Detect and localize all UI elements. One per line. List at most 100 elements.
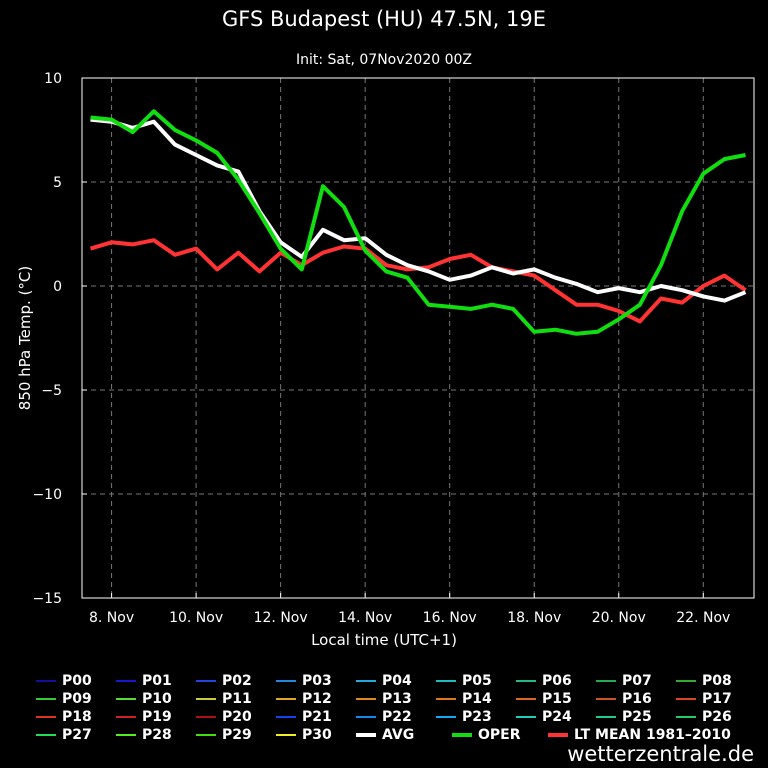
x-tick-label: 18. Nov [507,610,561,626]
x-tick-label: 10. Nov [169,610,223,626]
legend-item: OPER [452,727,548,743]
chart-title: GFS Budapest (HU) 47.5N, 19E [222,7,546,31]
legend-item: P13 [356,691,436,707]
legend-row: P18 P19 P20 P21 P22 P23 P24 P25 P26 [36,708,756,726]
legend-label: P13 [382,691,412,707]
legend-label: AVG [382,727,415,743]
legend-swatch [596,698,616,700]
x-tick-label: 14. Nov [338,610,392,626]
legend-item: P26 [676,709,756,725]
legend-item: P00 [36,673,116,689]
legend-swatch [116,734,136,736]
y-tick-label: −10 [32,487,62,503]
legend-swatch [516,698,536,700]
legend-item: P18 [36,709,116,725]
legend-label: P23 [462,709,492,725]
x-tick-label: 12. Nov [254,610,308,626]
legend-label: P12 [302,691,332,707]
legend-label: P26 [702,709,732,725]
legend-row: P27 P28 P29 P30 AVG OPER LT MEAN 1981–2010 [36,726,756,744]
legend-label: P20 [222,709,252,725]
legend-label: P03 [302,673,332,689]
legend-swatch [436,716,456,718]
legend-row: P09 P10 P11 P12 P13 P14 P15 P16 P17 [36,690,756,708]
legend-item: P21 [276,709,356,725]
legend-item: P23 [436,709,516,725]
legend-swatch [452,733,472,737]
y-tick-label: 0 [53,279,62,295]
legend-swatch [356,680,376,682]
legend-item: P16 [596,691,676,707]
series-line-lt-mean-1981-2010 [89,238,747,324]
legend-item: P02 [196,673,276,689]
legend-swatch [356,698,376,700]
legend-item: P24 [516,709,596,725]
legend-label: OPER [478,727,521,743]
legend-swatch [116,716,136,718]
legend-swatch [356,716,376,718]
legend-label: P15 [542,691,572,707]
legend-item: P25 [596,709,676,725]
legend-item: P01 [116,673,196,689]
legend-item: P14 [436,691,516,707]
legend-swatch [436,698,456,700]
legend-item: P28 [116,727,196,743]
legend-swatch [276,734,296,736]
y-tick-label: 10 [44,71,62,87]
legend-swatch [276,698,296,700]
plot-frame [81,77,755,599]
legend-label: P14 [462,691,492,707]
legend-item: P29 [196,727,276,743]
y-axis-label: 850 hPa Temp. (°C) [16,266,34,410]
legend-item: P07 [596,673,676,689]
legend-swatch [436,680,456,682]
legend: P00 P01 P02 P03 P04 P05 P06 P07 P08 P09 P10 P11 P12 P… [36,672,756,744]
legend-swatch [596,680,616,682]
legend-item: P03 [276,673,356,689]
legend-item: P12 [276,691,356,707]
legend-swatch [196,716,216,718]
legend-swatch [116,698,136,700]
legend-label: P02 [222,673,252,689]
legend-item: P11 [196,691,276,707]
legend-label: P04 [382,673,412,689]
legend-swatch [676,716,696,718]
x-tick-label: 20. Nov [592,610,646,626]
legend-swatch [548,733,568,737]
legend-label: P18 [62,709,92,725]
legend-item: P30 [276,727,356,743]
legend-swatch [276,716,296,718]
legend-label: P06 [542,673,572,689]
legend-swatch [36,698,56,700]
legend-label: LT MEAN 1981–2010 [574,727,731,743]
legend-label: P30 [302,727,332,743]
legend-swatch [116,680,136,682]
legend-label: P21 [302,709,332,725]
legend-label: P25 [622,709,652,725]
legend-row: P00 P01 P02 P03 P04 P05 P06 P07 P08 [36,672,756,690]
legend-label: P01 [142,673,172,689]
legend-item: P10 [116,691,196,707]
x-tick-label: 16. Nov [423,610,477,626]
legend-swatch [196,680,216,682]
legend-swatch [676,680,696,682]
legend-label: P29 [222,727,252,743]
y-tick-label: −15 [32,591,62,607]
legend-label: P08 [702,673,732,689]
legend-label: P09 [62,691,92,707]
legend-label: P28 [142,727,172,743]
legend-item: P20 [196,709,276,725]
legend-item: P05 [436,673,516,689]
legend-item: P27 [36,727,116,743]
legend-label: P16 [622,691,652,707]
legend-swatch [36,716,56,718]
legend-label: P24 [542,709,572,725]
legend-label: P05 [462,673,492,689]
legend-item: P17 [676,691,756,707]
legend-item: AVG [356,727,452,743]
legend-label: P19 [142,709,172,725]
legend-item: P19 [116,709,196,725]
legend-item: P09 [36,691,116,707]
legend-label: P17 [702,691,732,707]
